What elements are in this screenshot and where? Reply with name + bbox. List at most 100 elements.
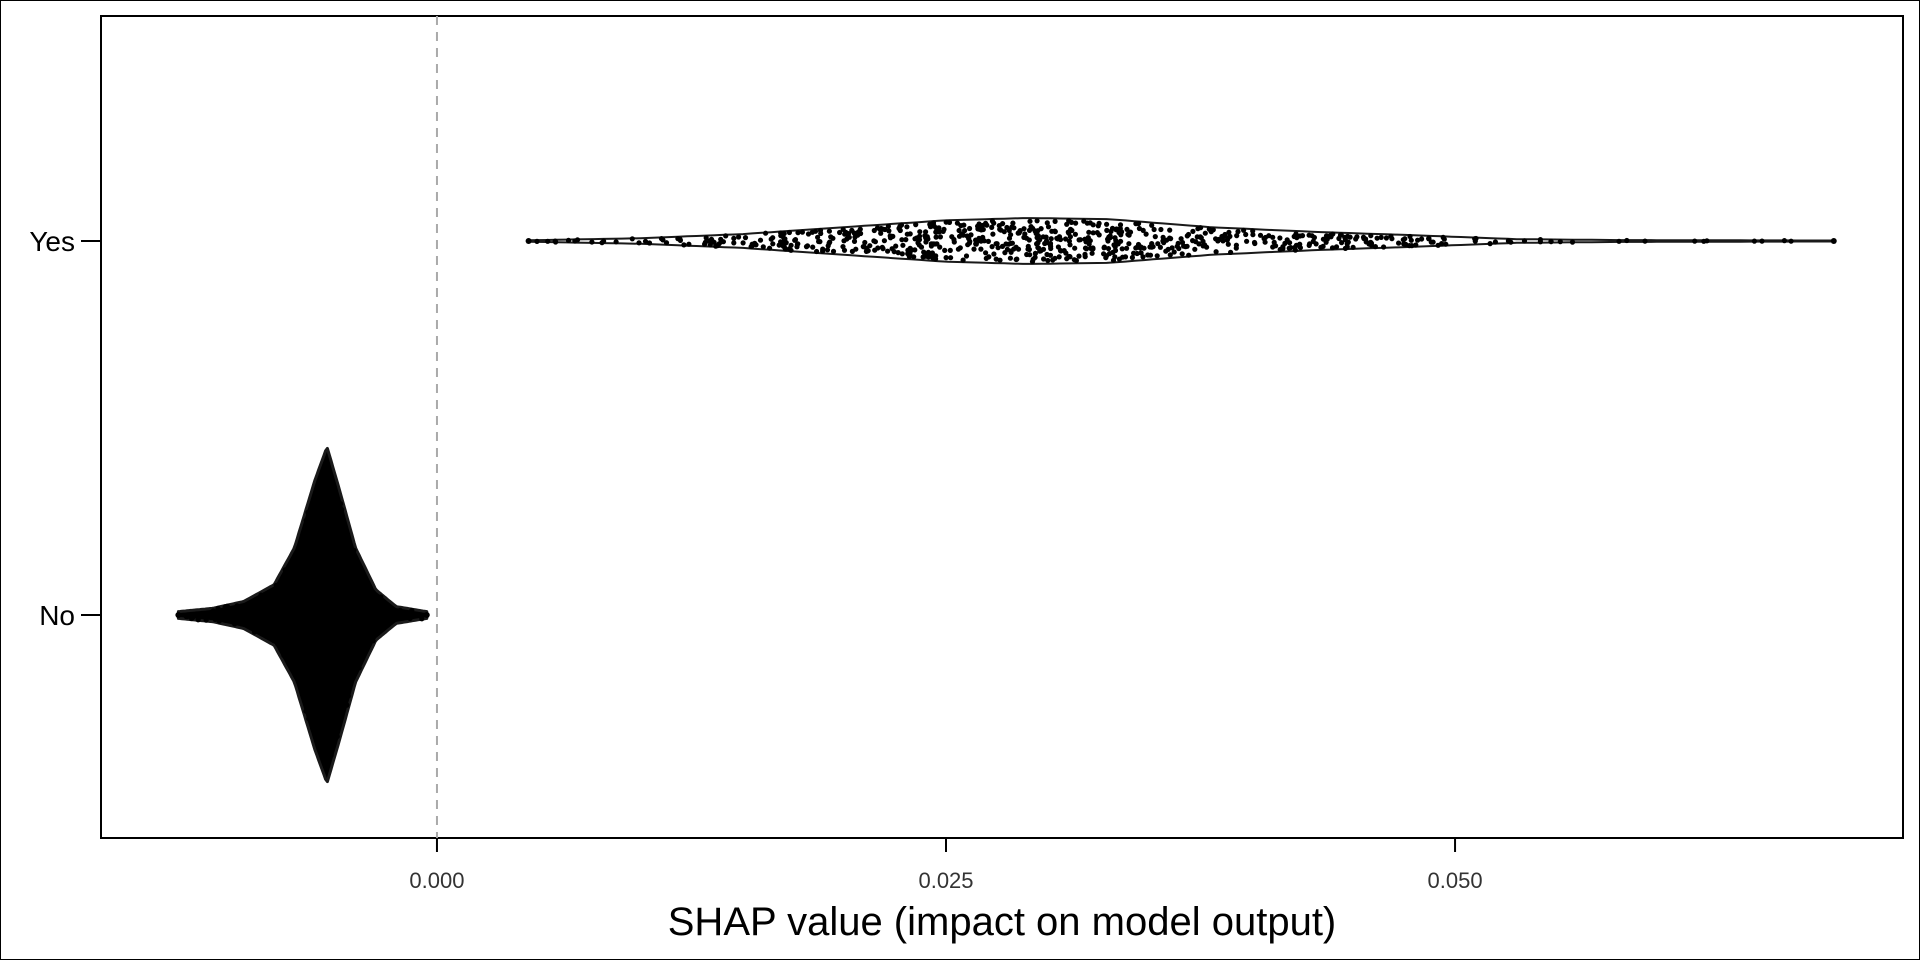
data-point (320, 590, 326, 596)
data-point (720, 239, 727, 245)
data-point (1168, 236, 1174, 242)
data-point (353, 635, 359, 642)
data-point (965, 242, 971, 248)
data-point (1034, 218, 1040, 224)
data-point (613, 239, 619, 245)
data-point (878, 230, 884, 236)
data-point (917, 229, 923, 235)
data-point (1521, 238, 1528, 244)
data-point (840, 244, 846, 250)
data-point (344, 702, 350, 708)
data-point (272, 622, 278, 628)
data-point (339, 507, 345, 513)
data-point (1056, 254, 1062, 260)
data-point (252, 622, 258, 629)
data-point (319, 714, 325, 720)
data-point (810, 244, 816, 250)
data-point (753, 242, 759, 248)
x-tick-label: 0.025 (918, 868, 973, 893)
data-point (348, 571, 354, 577)
data-point (267, 603, 273, 609)
data-point (195, 617, 201, 623)
data-point (184, 613, 190, 620)
data-point (288, 618, 294, 624)
data-point (305, 509, 311, 515)
data-point (304, 559, 310, 565)
data-point (1557, 239, 1563, 245)
data-point (968, 232, 974, 238)
data-point (646, 240, 653, 246)
data-point (967, 225, 973, 232)
data-point (1103, 253, 1109, 259)
data-point (363, 639, 369, 646)
data-point (307, 612, 313, 618)
data-point (1270, 234, 1276, 240)
data-point (269, 598, 275, 604)
data-point (365, 581, 371, 588)
data-point (923, 239, 929, 245)
data-point (322, 473, 328, 479)
data-point (899, 237, 905, 243)
data-point (1830, 238, 1837, 244)
data-point (574, 237, 581, 243)
data-point (1009, 224, 1015, 230)
data-point (880, 246, 886, 252)
data-point (1176, 245, 1182, 252)
data-point (321, 756, 327, 763)
data-point (1167, 227, 1173, 233)
data-point (971, 246, 977, 252)
data-point (264, 614, 270, 620)
data-point (235, 617, 241, 623)
y-tick-label: No (39, 600, 75, 631)
data-point (371, 603, 377, 609)
data-point (344, 545, 350, 551)
data-point (312, 628, 319, 634)
data-point (1126, 241, 1132, 247)
data-point (328, 744, 334, 750)
data-point (1110, 257, 1117, 263)
data-point (316, 642, 322, 648)
data-point (1190, 238, 1196, 244)
data-point (1143, 231, 1149, 237)
data-point (1055, 236, 1061, 242)
data-point (292, 627, 298, 633)
data-point (1759, 238, 1765, 244)
data-point (359, 584, 365, 590)
data-point (1134, 244, 1140, 250)
data-point (1374, 235, 1380, 241)
data-point (1119, 246, 1125, 252)
data-point (338, 584, 345, 590)
data-point (297, 553, 303, 560)
data-point (1291, 233, 1297, 240)
data-point (323, 579, 329, 586)
data-point (601, 238, 607, 244)
data-point (852, 234, 858, 240)
data-point (1225, 241, 1231, 247)
data-point (940, 228, 946, 234)
data-point (322, 622, 328, 629)
data-point (1134, 250, 1140, 257)
data-point (1072, 245, 1078, 251)
data-point (629, 236, 635, 242)
data-point (349, 646, 355, 652)
data-point (1101, 245, 1107, 251)
data-point (1310, 238, 1316, 244)
data-point (757, 237, 764, 243)
data-point (351, 547, 357, 554)
data-point (210, 608, 216, 614)
data-point (1138, 250, 1144, 256)
data-point (313, 719, 319, 725)
data-point (204, 614, 210, 620)
data-point (1072, 231, 1078, 237)
data-point (341, 598, 347, 605)
data-point (951, 236, 957, 243)
data-point (1368, 233, 1374, 239)
data-point (312, 682, 318, 689)
data-point (760, 244, 766, 250)
data-point (924, 234, 930, 240)
data-point (984, 222, 990, 228)
data-point (301, 534, 307, 540)
data-point (1151, 226, 1157, 233)
data-point (342, 540, 349, 547)
data-point (817, 239, 823, 245)
